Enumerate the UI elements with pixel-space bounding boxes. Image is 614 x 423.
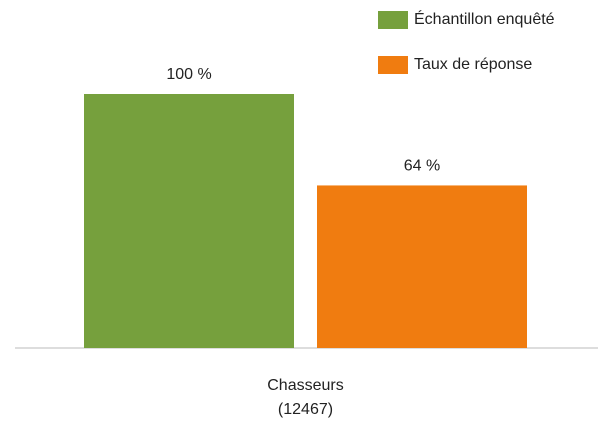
value-label: 64 % bbox=[404, 158, 440, 175]
legend-label: Échantillon enquêté bbox=[414, 9, 555, 28]
label-line: Chasseurs bbox=[267, 377, 343, 394]
bar bbox=[317, 185, 527, 348]
x-tick-label: Chasseurs (12467) bbox=[267, 377, 343, 418]
legend-swatch bbox=[378, 56, 408, 74]
legend-swatch bbox=[378, 11, 408, 29]
label-line: (12467) bbox=[278, 401, 333, 418]
bar bbox=[84, 94, 294, 348]
legend-label: Taux de réponse bbox=[414, 56, 532, 73]
value-label: 100 % bbox=[166, 66, 211, 83]
